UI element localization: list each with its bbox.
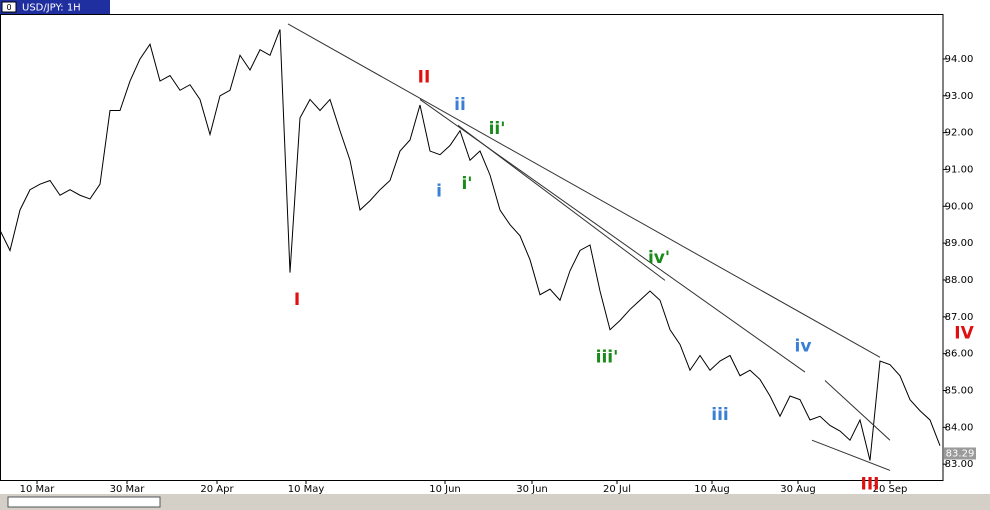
y-tick-label: 86.00: [945, 349, 974, 360]
title-bar: [0, 0, 990, 14]
wave-label: iii: [711, 405, 728, 425]
window-index: 0: [6, 3, 11, 12]
x-tick-label: 30 Aug: [780, 484, 815, 495]
trendline: [824, 380, 891, 441]
trendline: [811, 439, 891, 471]
wave-label: IV: [954, 323, 974, 343]
wave-label: iv': [648, 248, 670, 268]
y-tick-label: 83.00: [945, 459, 974, 470]
wave-label: i': [461, 174, 472, 194]
plot-frame: [0, 14, 944, 481]
x-tick-label: 10 Mar: [20, 484, 56, 495]
y-tick-label: 87.00: [945, 312, 974, 323]
scrollbar-thumb[interactable]: [7, 496, 161, 508]
y-tick-label: 94.00: [945, 54, 974, 65]
scrollbar-track: [0, 494, 990, 510]
x-tick-label: 20 Sep: [873, 484, 908, 495]
y-tick-label: 92.00: [945, 128, 974, 139]
chart-title: USD/JPY: 1H: [22, 3, 81, 14]
last-price-label: 83.29: [946, 448, 975, 459]
wave-label: ii': [489, 119, 506, 139]
y-tick-label: 85.00: [945, 385, 974, 396]
wave-label: iii': [596, 347, 619, 367]
x-tick-label: 10 May: [288, 484, 325, 495]
x-tick-label: 10 Aug: [694, 484, 729, 495]
window-button[interactable]: [1, 1, 17, 13]
x-tick-label: 10 Jun: [429, 484, 461, 495]
title-tab: [0, 0, 110, 14]
y-tick-label: 88.00: [945, 275, 974, 286]
wave-label: I: [294, 290, 300, 310]
y-tick-label: 84.00: [945, 422, 974, 433]
trendline: [287, 23, 881, 358]
wave-label: ii: [454, 95, 466, 115]
last-price-box: [944, 447, 976, 460]
y-tick-label: 91.00: [945, 164, 974, 175]
price-line: [0, 29, 941, 461]
wave-label: i: [436, 182, 442, 202]
trendline: [457, 124, 666, 281]
x-tick-label: 30 Jun: [516, 484, 548, 495]
x-tick-label: 20 Jul: [603, 484, 631, 495]
x-tick-label: 20 Apr: [200, 484, 234, 495]
wave-label: iv: [795, 336, 812, 356]
x-tick-label: 30 Mar: [110, 484, 146, 495]
wave-label: II: [418, 67, 431, 87]
wave-label: III: [861, 474, 880, 494]
y-tick-label: 89.00: [945, 238, 974, 249]
y-tick-label: 90.00: [945, 201, 974, 212]
y-tick-label: 93.00: [945, 91, 974, 102]
